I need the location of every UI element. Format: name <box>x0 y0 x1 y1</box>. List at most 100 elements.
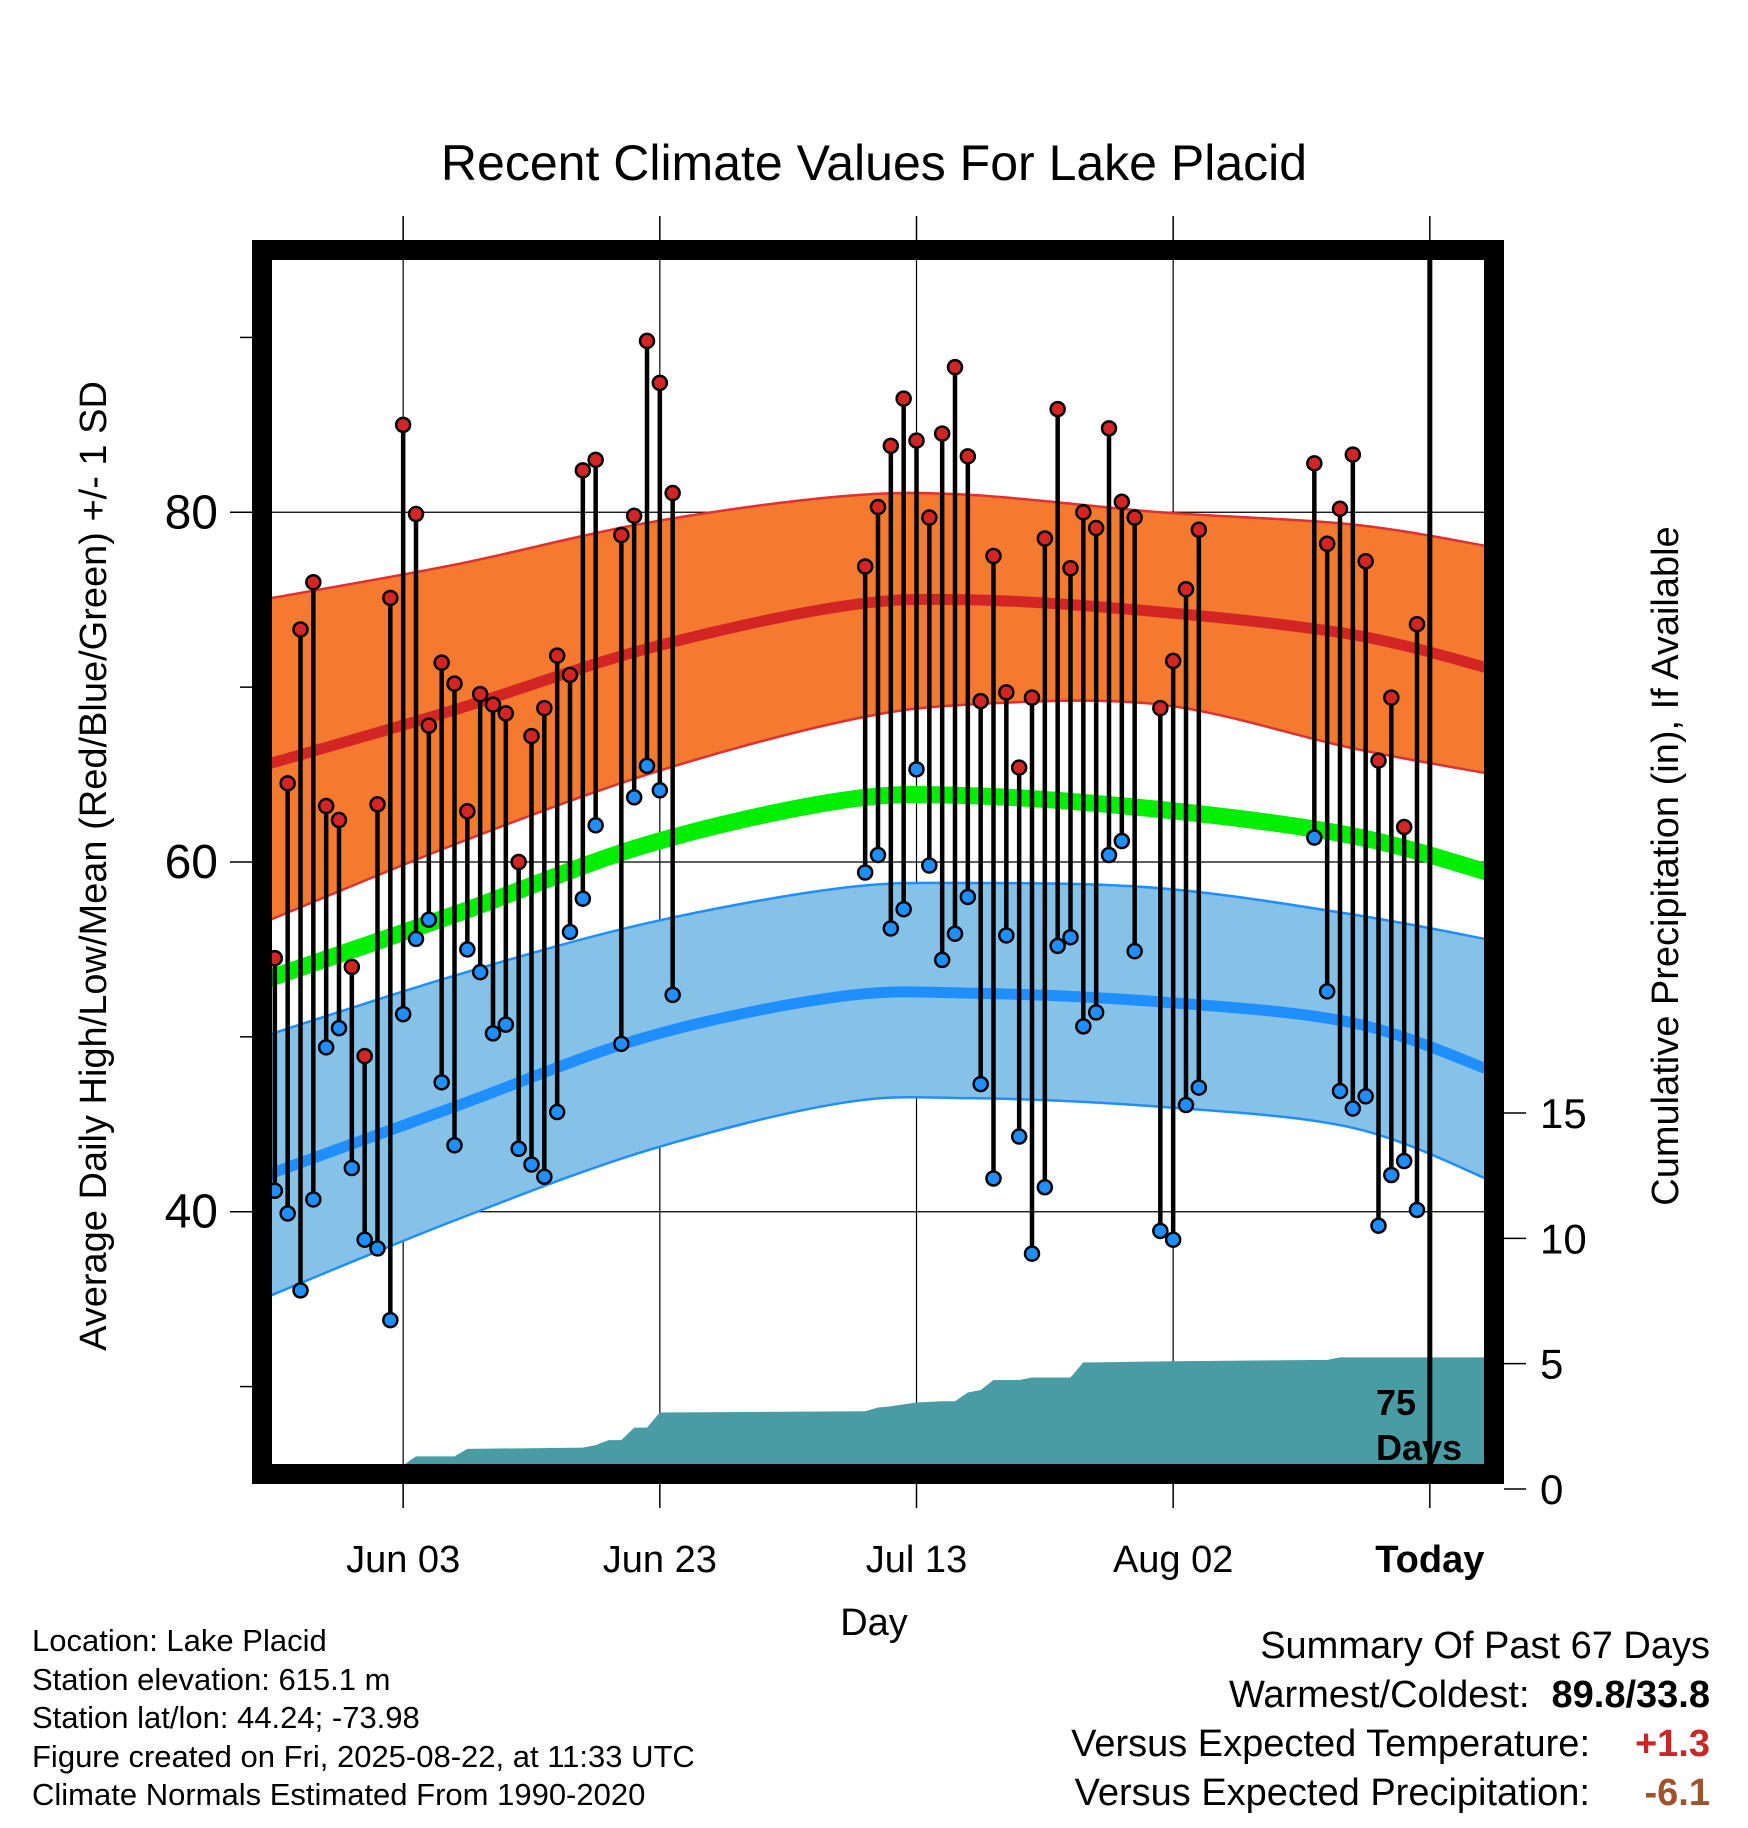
high-normal-line <box>262 593 1494 772</box>
daily-low-point <box>998 927 1015 944</box>
daily-low-point <box>869 846 887 864</box>
daily-low-point <box>1087 1004 1105 1021</box>
daily-low-point <box>459 941 476 958</box>
daily-high-point <box>330 811 348 829</box>
daily-high-point <box>1023 689 1041 706</box>
y-axis-label: Average Daily High/Low/Mean (Red/Blue/Gr… <box>73 381 115 1351</box>
daily-low-point <box>1164 1231 1182 1248</box>
daily-high-point <box>1152 699 1169 717</box>
x-axis-label: Day <box>840 1602 908 1644</box>
daily-high-point <box>1010 759 1028 776</box>
daily-high-point <box>895 390 912 407</box>
daily-low-point <box>1100 846 1118 864</box>
daily-high-point <box>484 696 502 713</box>
daily-low-point <box>433 1074 450 1091</box>
daily-high-point <box>305 573 322 591</box>
station-metadata: Location: Lake Placid Station elevation:… <box>32 1622 695 1815</box>
daily-high-point <box>446 675 463 692</box>
daily-high-point <box>536 699 553 717</box>
daily-low-point <box>1010 1128 1028 1145</box>
low-upper-edge <box>262 881 1494 1039</box>
daily-high-point <box>382 589 399 607</box>
daily-low-point <box>1408 1201 1426 1219</box>
daily-high-point <box>908 432 925 449</box>
daily-high-point <box>343 958 361 976</box>
warmest-coldest-value: 89.8/33.8 <box>1551 1674 1710 1716</box>
daily-low-point <box>1370 1217 1387 1234</box>
low-lower-edge <box>262 1095 1494 1301</box>
daily-low-point <box>1357 1088 1374 1105</box>
daily-high-point <box>574 462 592 479</box>
daily-low-point <box>382 1311 399 1329</box>
x-tick-label: Jul 13 <box>866 1539 967 1581</box>
daily-low-point <box>1126 942 1143 960</box>
warmest-coldest-label: Warmest/Coldest: <box>1228 1674 1530 1716</box>
daily-low-point <box>1331 1082 1349 1100</box>
daily-high-point <box>664 484 681 502</box>
daily-low-point <box>895 900 912 918</box>
low-normal-band <box>262 881 1494 1301</box>
daily-high-point <box>1126 509 1143 526</box>
y2-tick-label: 15 <box>1540 1090 1587 1137</box>
precip-departure-label: Versus Expected Precipitation: <box>1074 1772 1590 1814</box>
daily-low-point <box>1190 1079 1208 1096</box>
daily-low-point <box>548 1103 566 1121</box>
daily-high-point <box>985 547 1002 565</box>
daily-high-point <box>1113 493 1131 511</box>
y-tick-label: 60 <box>165 836 218 889</box>
daily-low-point <box>394 1005 412 1023</box>
daily-low-point <box>471 963 489 981</box>
cumulative-precip-area <box>348 1357 1494 1474</box>
daily-high-point <box>1190 521 1208 539</box>
daily-low-point <box>1383 1166 1400 1184</box>
daily-high-point <box>420 717 438 734</box>
precip-departure-value: -6.1 <box>1644 1772 1710 1814</box>
daily-low-point <box>1062 928 1079 946</box>
daily-low-point <box>1177 1096 1195 1114</box>
daily-high-point <box>625 507 643 525</box>
today-days-number: 75 <box>1376 1382 1416 1423</box>
y-tick-label: 40 <box>165 1186 218 1239</box>
daily-high-point <box>510 853 527 871</box>
summary-warmest-coldest: Warmest/Coldest: 89.8/33.8 <box>1071 1671 1710 1720</box>
daily-low-point <box>946 925 964 942</box>
axis-ticks: Jun 03 Jun 23 Jul 13 Aug 02 Today 40 60 80 0 5 10 1… <box>165 216 1587 1581</box>
daily-low-point <box>279 1205 296 1222</box>
daily-high-point <box>1075 504 1092 521</box>
daily-low-point <box>420 911 438 928</box>
daily-low-point <box>1036 1178 1054 1196</box>
summary-precipitation: Versus Expected Precipitation: -6.1 <box>1071 1769 1710 1818</box>
normals-text: Climate Normals Estimated From 1990-2020 <box>32 1777 646 1812</box>
summary-title: Summary Of Past 67 Days <box>1260 1625 1710 1667</box>
daily-low-point <box>536 1168 553 1185</box>
daily-high-point <box>882 437 900 455</box>
daily-high-point <box>407 505 425 523</box>
low-normal-line <box>262 986 1494 1182</box>
daily-high-point <box>1049 400 1066 418</box>
daily-low-point <box>330 1019 348 1037</box>
daily-low-point <box>972 1075 989 1093</box>
temp-departure-label: Versus Expected Temperature: <box>1071 1723 1590 1765</box>
y2-tick-label: 10 <box>1540 1215 1587 1262</box>
daily-high-point <box>459 803 476 820</box>
daily-high-point <box>561 666 579 684</box>
y2-axis-label: Cumulative Precipitation (in), If Availa… <box>1645 526 1687 1205</box>
daily-high-point <box>497 705 515 722</box>
daily-high-point <box>1408 615 1426 633</box>
today-days-word: Days <box>1376 1427 1462 1468</box>
daily-high-point <box>433 654 450 671</box>
daily-low-point <box>1113 832 1131 850</box>
daily-low-point <box>959 888 977 906</box>
daily-high-point <box>1344 446 1362 463</box>
daily-high-point <box>946 358 964 376</box>
daily-low-point <box>1344 1100 1362 1117</box>
y-tick-label: 80 <box>165 486 218 539</box>
daily-high-point <box>1306 455 1323 472</box>
summary-panel: Summary Of Past 67 Days Warmest/Coldest:… <box>1071 1622 1710 1818</box>
daily-high-point <box>292 621 309 638</box>
chart-title: Recent Climate Values For Lake Placid <box>441 135 1307 191</box>
daily-high-point <box>1370 752 1387 769</box>
x-tick-label: Today <box>1375 1539 1484 1581</box>
daily-low-point <box>510 1140 527 1158</box>
daily-high-point <box>869 498 887 516</box>
